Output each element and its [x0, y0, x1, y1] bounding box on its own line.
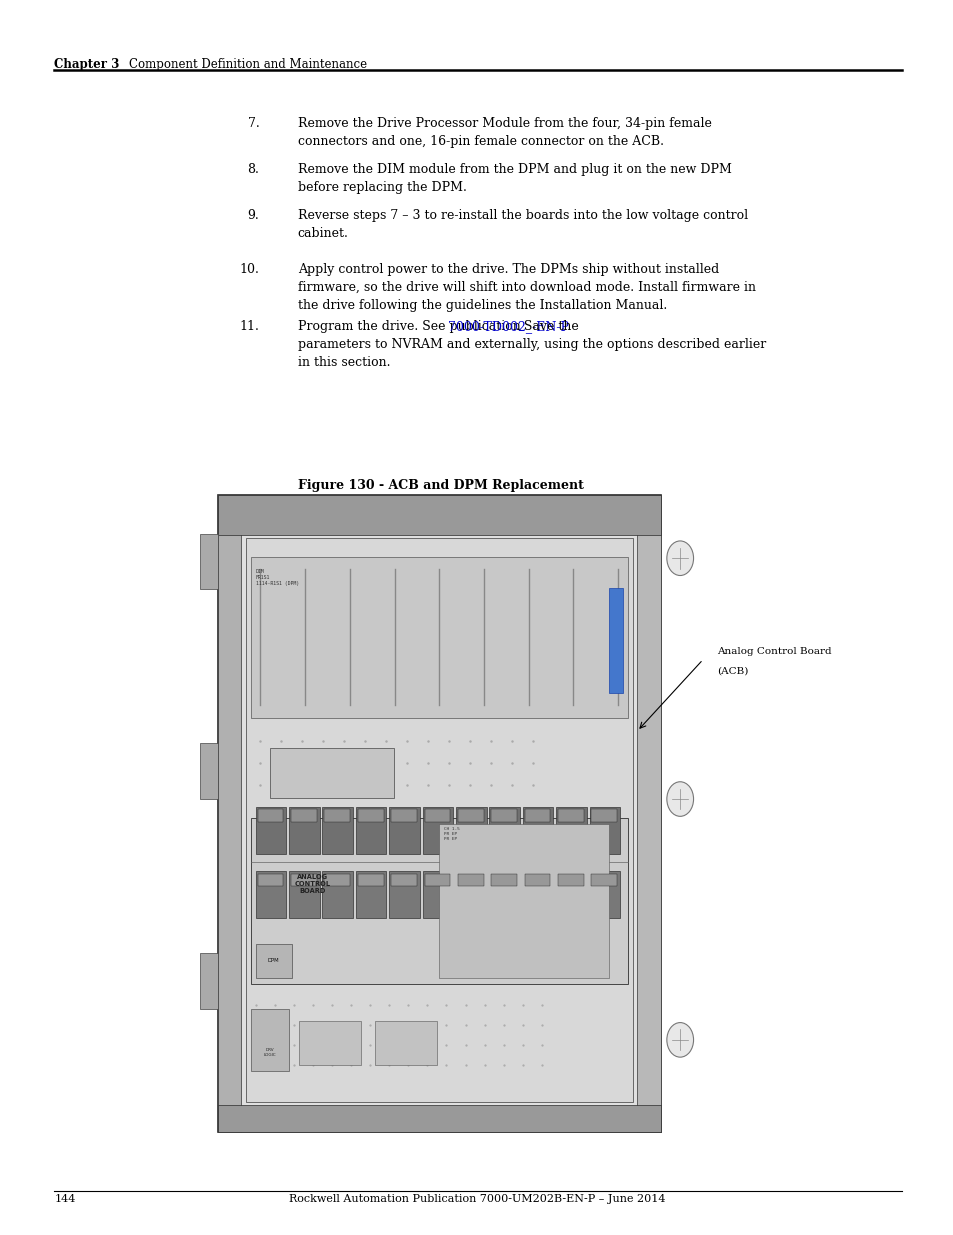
Text: CH 1-5
PR EP
PR EP: CH 1-5 PR EP PR EP	[444, 827, 459, 841]
Text: 7.: 7.	[248, 117, 259, 131]
Bar	[291, 809, 316, 821]
Bar	[257, 809, 283, 821]
Bar	[558, 809, 583, 821]
Text: parameters to NVRAM and externally, using the options described earlier: parameters to NVRAM and externally, usin…	[297, 337, 765, 351]
Bar	[637, 495, 660, 1132]
Bar	[424, 809, 450, 821]
Text: 9.: 9.	[248, 209, 259, 222]
Bar	[355, 806, 386, 853]
Bar	[422, 806, 453, 853]
Text: connectors and one, 16-pin female connector on the ACB.: connectors and one, 16-pin female connec…	[297, 135, 663, 148]
Bar	[524, 809, 550, 821]
Bar	[270, 748, 394, 798]
Bar	[457, 809, 483, 821]
Text: . Save the: . Save the	[516, 320, 578, 333]
Text: Apply control power to the drive. The DPMs ship without installed: Apply control power to the drive. The DP…	[297, 263, 719, 277]
Text: 11.: 11.	[239, 320, 259, 333]
Text: Component Definition and Maintenance: Component Definition and Maintenance	[129, 58, 367, 72]
Bar	[324, 809, 350, 821]
Bar	[489, 806, 519, 853]
Text: DRV
LOGIC: DRV LOGIC	[263, 1049, 276, 1056]
Bar	[289, 806, 319, 853]
Bar	[456, 871, 486, 918]
Text: Rockwell Automation Publication 7000-UM202B-EN-P – June 2014: Rockwell Automation Publication 7000-UM2…	[289, 1194, 664, 1204]
Bar	[255, 806, 286, 853]
Bar	[200, 953, 217, 1009]
Text: DPM: DPM	[268, 958, 279, 963]
Bar	[251, 557, 627, 718]
Text: firmware, so the drive will shift into download mode. Install firmware in: firmware, so the drive will shift into d…	[297, 280, 755, 294]
Text: cabinet.: cabinet.	[297, 227, 348, 240]
Text: Program the drive. See publication: Program the drive. See publication	[297, 320, 524, 333]
Bar	[391, 809, 416, 821]
Bar	[558, 873, 583, 885]
Bar	[456, 806, 486, 853]
Text: Figure 130 - ACB and DPM Replacement: Figure 130 - ACB and DPM Replacement	[297, 479, 583, 493]
Bar	[591, 873, 617, 885]
Bar	[246, 538, 632, 1102]
Bar	[200, 534, 217, 589]
Bar	[591, 809, 617, 821]
Circle shape	[666, 1023, 693, 1057]
Bar	[255, 944, 292, 978]
Circle shape	[666, 541, 693, 576]
Bar	[200, 743, 217, 799]
Text: Remove the Drive Processor Module from the four, 34-pin female: Remove the Drive Processor Module from t…	[297, 117, 711, 131]
Bar	[438, 824, 608, 978]
Text: the drive following the guidelines the Installation Manual.: the drive following the guidelines the I…	[297, 299, 666, 312]
Bar	[389, 806, 419, 853]
Bar	[375, 1021, 436, 1065]
Text: Reverse steps 7 – 3 to re-install the boards into the low voltage control: Reverse steps 7 – 3 to re-install the bo…	[297, 209, 747, 222]
Text: Chapter 3: Chapter 3	[54, 58, 120, 72]
Bar	[357, 809, 383, 821]
Text: before replacing the DPM.: before replacing the DPM.	[297, 182, 466, 194]
Bar	[217, 1105, 660, 1132]
Bar	[556, 806, 586, 853]
Bar	[257, 873, 283, 885]
Bar	[589, 871, 619, 918]
Bar	[217, 495, 241, 1132]
Text: 144: 144	[54, 1194, 75, 1204]
Bar	[524, 873, 550, 885]
Bar	[255, 871, 286, 918]
Bar	[357, 873, 383, 885]
Bar	[589, 806, 619, 853]
Bar	[457, 873, 483, 885]
Text: Analog Control Board: Analog Control Board	[717, 647, 831, 656]
Text: Remove the DIM module from the DPM and plug it on the new DPM: Remove the DIM module from the DPM and p…	[297, 163, 731, 177]
Bar	[217, 495, 660, 1132]
Bar	[424, 873, 450, 885]
Bar	[522, 871, 553, 918]
Text: 8.: 8.	[248, 163, 259, 177]
Bar	[556, 871, 586, 918]
Text: ANALOG
CONTROL
BOARD: ANALOG CONTROL BOARD	[294, 874, 331, 894]
Text: (ACB): (ACB)	[717, 667, 748, 676]
Bar	[389, 871, 419, 918]
Text: 10.: 10.	[239, 263, 259, 277]
Bar	[289, 871, 319, 918]
Text: in this section.: in this section.	[297, 356, 390, 369]
Text: 7000-TD002_-EN-P: 7000-TD002_-EN-P	[447, 320, 568, 333]
Bar	[298, 1021, 360, 1065]
Bar	[489, 871, 519, 918]
Bar	[291, 873, 316, 885]
Bar	[355, 871, 386, 918]
Bar	[608, 588, 622, 693]
Bar	[491, 873, 517, 885]
Bar	[322, 871, 353, 918]
Text: DIM
FR1S1
1114-R1S1 (DPM): DIM FR1S1 1114-R1S1 (DPM)	[255, 569, 298, 585]
Bar	[522, 806, 553, 853]
Bar	[251, 818, 627, 984]
Bar	[491, 809, 517, 821]
Bar	[251, 1009, 289, 1071]
Bar	[391, 873, 416, 885]
Bar	[322, 806, 353, 853]
Bar	[422, 871, 453, 918]
Circle shape	[666, 782, 693, 816]
Bar	[217, 495, 660, 535]
Bar	[324, 873, 350, 885]
